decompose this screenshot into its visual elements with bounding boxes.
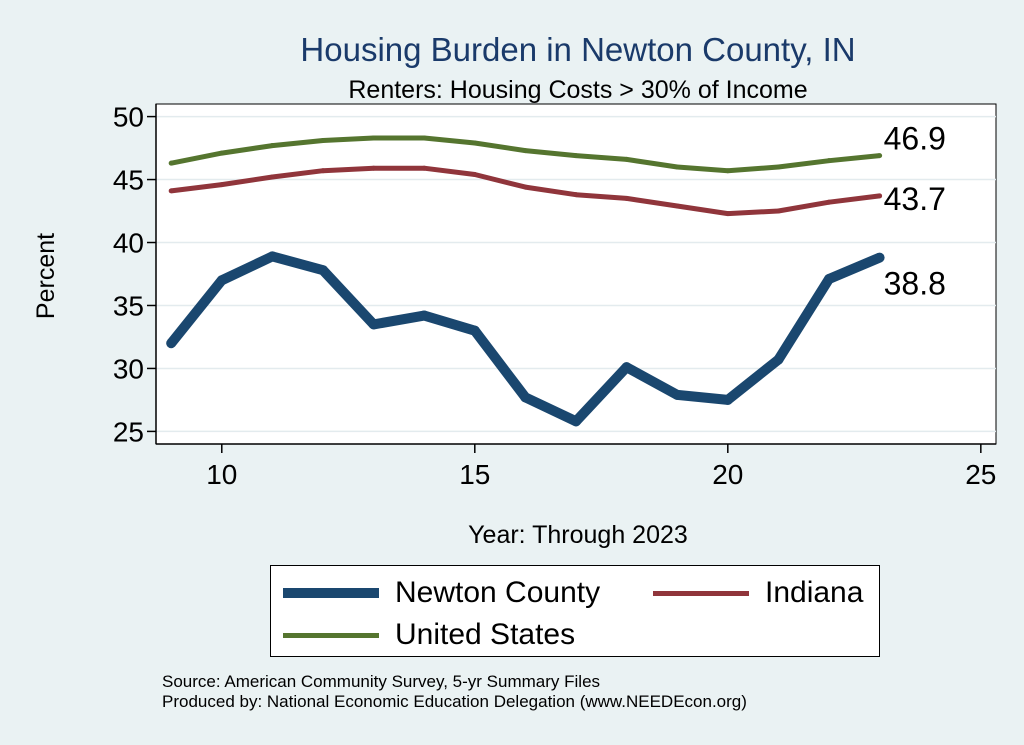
y-tick-label-45: 45 — [113, 165, 144, 196]
data-point-united-states-16 — [522, 148, 528, 154]
data-point-united-states-9 — [168, 160, 174, 166]
data-point-united-states-22 — [826, 158, 832, 164]
data-point-indiana-18 — [624, 195, 630, 201]
data-point-newton-county-20 — [722, 394, 733, 405]
data-point-newton-county-13 — [368, 319, 379, 330]
end-label-united-states: 46.9 — [884, 121, 946, 157]
produced-note: Produced by: National Economic Education… — [162, 692, 747, 711]
data-point-indiana-21 — [775, 208, 781, 214]
data-point-newton-county-17 — [571, 416, 581, 427]
data-point-united-states-23 — [877, 153, 883, 159]
legend-item-indiana: Indiana — [653, 576, 863, 610]
data-point-united-states-12 — [320, 138, 326, 144]
legend-item-united-states: United States — [283, 618, 575, 652]
series-layer — [166, 135, 885, 427]
data-point-indiana-22 — [826, 199, 832, 205]
data-point-newton-county-11 — [267, 251, 278, 262]
source-note: Source: American Community Survey, 5-yr … — [162, 672, 601, 691]
data-point-indiana-15 — [472, 172, 478, 178]
legend-label-indiana: Indiana — [765, 576, 864, 609]
data-point-newton-county-21 — [773, 354, 784, 365]
data-point-newton-county-22 — [824, 274, 835, 285]
data-point-newton-county-19 — [672, 389, 683, 400]
legend-swatch-united-states — [283, 632, 379, 638]
data-point-newton-county-16 — [520, 392, 531, 403]
y-tick-label-25: 25 — [113, 416, 144, 447]
data-point-united-states-18 — [624, 156, 630, 162]
y-tick-label-30: 30 — [113, 353, 144, 384]
y-tick-label-35: 35 — [113, 290, 144, 321]
data-point-united-states-17 — [573, 153, 579, 159]
data-point-indiana-16 — [522, 184, 528, 190]
y-axis-label: Percent — [32, 233, 60, 319]
x-tick-label-15: 15 — [459, 459, 490, 490]
data-point-united-states-20 — [725, 168, 731, 174]
y-tick-label-40: 40 — [113, 228, 144, 259]
legend-swatch-indiana — [653, 590, 749, 596]
data-point-indiana-9 — [168, 188, 174, 194]
data-point-united-states-21 — [775, 164, 781, 170]
data-point-indiana-19 — [674, 203, 680, 209]
data-point-united-states-14 — [421, 135, 427, 141]
data-point-indiana-10 — [219, 182, 225, 188]
x-tick-label-10: 10 — [206, 459, 237, 490]
data-point-newton-county-14 — [419, 310, 430, 321]
x-axis-label: Year: Through 2023 — [468, 521, 688, 549]
chart-subtitle: Renters: Housing Costs > 30% of Income — [348, 76, 807, 104]
legend-label-united-states: United States — [395, 618, 576, 651]
x-tick-label-20: 20 — [712, 459, 743, 490]
data-point-indiana-17 — [573, 192, 579, 198]
data-point-united-states-10 — [219, 150, 225, 156]
y-tick-label-50: 50 — [113, 102, 144, 133]
data-point-newton-county-23 — [874, 252, 885, 263]
data-point-indiana-14 — [421, 165, 427, 171]
data-point-indiana-13 — [371, 165, 377, 171]
end-label-indiana: 43.7 — [884, 181, 946, 217]
data-point-united-states-19 — [674, 164, 680, 170]
legend: Newton County Indiana United States — [270, 565, 880, 657]
data-point-indiana-12 — [320, 168, 326, 174]
data-point-united-states-11 — [269, 143, 275, 149]
end-labels: 38.8 43.7 46.9 — [884, 121, 946, 302]
data-point-newton-county-18 — [621, 362, 632, 373]
data-point-newton-county-12 — [317, 265, 328, 276]
data-point-indiana-11 — [269, 174, 275, 180]
plot-area — [155, 103, 997, 445]
legend-item-newton: Newton County — [283, 576, 600, 610]
data-point-indiana-23 — [877, 193, 883, 199]
legend-swatch-newton — [283, 588, 379, 598]
end-label-newton-county: 38.8 — [884, 266, 946, 302]
legend-label-newton: Newton County — [395, 576, 601, 609]
grid — [156, 115, 996, 433]
x-tick-label-25: 25 — [965, 459, 996, 490]
data-point-united-states-15 — [472, 140, 478, 146]
data-point-indiana-20 — [725, 211, 731, 217]
data-point-united-states-13 — [371, 135, 377, 141]
data-point-newton-county-9 — [166, 338, 177, 349]
data-point-newton-county-15 — [469, 325, 480, 336]
chart-title: Housing Burden in Newton County, IN — [300, 31, 855, 68]
axes: 25 30 35 40 45 50 10 15 20 25 — [113, 102, 997, 490]
data-point-newton-county-10 — [216, 275, 227, 286]
